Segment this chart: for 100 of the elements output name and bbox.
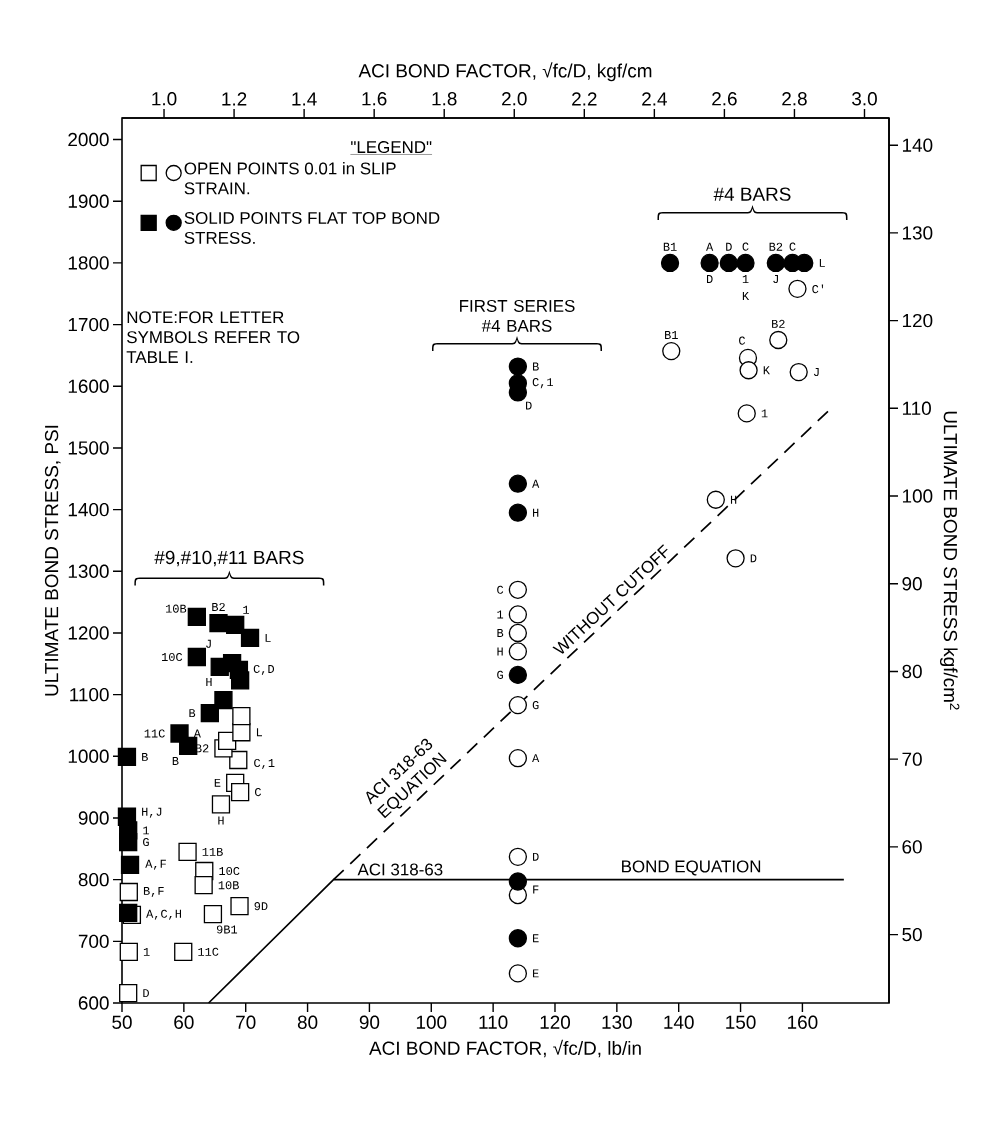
annotation: A — [706, 242, 714, 251]
x-tick-label: 50 — [112, 1015, 132, 1029]
point — [174, 942, 193, 961]
point — [508, 929, 528, 948]
annotation: NOTE:FOR LETTER SYMBOLS REFER TO TABLE I. — [126, 311, 300, 363]
annotation: 10B — [218, 881, 239, 890]
x2-tick-label: 1.0 — [152, 92, 177, 106]
point — [508, 623, 528, 643]
y-tick-label: 1400 — [68, 502, 109, 517]
annotation: J — [773, 275, 778, 284]
annotation: G — [497, 670, 503, 679]
y2-tick-label: 130 — [902, 226, 933, 240]
annotation: G — [532, 701, 539, 710]
x2-tick-label: 1.6 — [362, 92, 387, 106]
annotation: 11B — [202, 847, 223, 856]
annotation: E — [533, 969, 539, 978]
y2-tick-label: 140 — [902, 138, 933, 152]
y2-tick-label: 110 — [902, 401, 931, 416]
x2-tick-label: 1.4 — [292, 92, 317, 106]
point — [706, 490, 725, 509]
annotation: 1 — [143, 826, 149, 835]
annotation: L — [265, 633, 271, 642]
annotation: H — [533, 508, 539, 517]
point — [508, 665, 528, 685]
point — [230, 897, 249, 916]
annotation: D — [533, 852, 539, 861]
x2-tick-label: 2.8 — [782, 92, 807, 106]
annotation: C' — [812, 284, 824, 294]
annotation: 11C — [144, 729, 165, 738]
point — [203, 905, 223, 924]
point — [187, 607, 206, 627]
annotation: H — [218, 816, 224, 825]
annotation: K — [763, 366, 770, 375]
annotation: B2 — [772, 319, 785, 328]
point — [736, 253, 755, 273]
x-axis-title: ACI BOND FACTOR, √fc/D, lb/in — [369, 1039, 641, 1058]
y-tick-label: 600 — [78, 996, 109, 1010]
y2-tick-label: 120 — [902, 313, 933, 328]
annotation: D — [706, 275, 713, 283]
annotation: C,1 — [532, 378, 554, 389]
annotation: B — [189, 709, 196, 718]
y-tick-label: 800 — [78, 872, 109, 887]
point — [788, 279, 807, 298]
y-tick-label: 1600 — [68, 379, 109, 393]
point — [508, 964, 528, 983]
point — [508, 642, 528, 661]
y-tick-label: 1900 — [68, 194, 109, 208]
y-tick-label: 1700 — [68, 317, 109, 332]
point — [179, 736, 198, 755]
point — [508, 847, 528, 866]
annotation: A,F — [145, 859, 166, 870]
annotation: 10C — [219, 866, 240, 876]
y-tick-label: 900 — [78, 811, 109, 825]
x-tick-label: 60 — [174, 1015, 194, 1029]
y-axis-title: ULTIMATE BOND STRESS, PSI — [44, 425, 61, 696]
point — [789, 362, 808, 382]
annotation: H — [206, 678, 212, 686]
y2-tick-label: 60 — [902, 840, 922, 854]
y-tick-label: 700 — [78, 934, 109, 949]
annotation: C — [789, 242, 796, 251]
annotation: C — [255, 788, 262, 797]
point — [178, 842, 197, 862]
point — [508, 872, 528, 891]
annotation: E — [533, 934, 539, 943]
point — [795, 253, 814, 273]
point — [719, 253, 738, 273]
x2-tick-label: 1.8 — [432, 92, 457, 106]
x-tick-label: 70 — [236, 1015, 256, 1029]
annotation: B1 — [665, 331, 678, 339]
annotation: C,D — [253, 664, 275, 676]
point — [119, 983, 138, 1003]
annotation: 9D — [254, 902, 268, 911]
point — [508, 503, 528, 522]
y2-tick-label: 50 — [902, 927, 922, 942]
point — [232, 723, 251, 742]
point — [119, 942, 138, 961]
annotation: C — [497, 585, 504, 594]
x-tick-label: 150 — [726, 1015, 756, 1029]
point — [508, 749, 528, 768]
annotation: #9,#10,#11 BARS — [154, 550, 304, 567]
legend-title: "LEGEND" — [351, 141, 432, 154]
annotation: G — [143, 837, 149, 847]
annotation: L — [256, 728, 262, 737]
annotation: F — [533, 885, 539, 894]
x2-tick-label: 2.4 — [642, 92, 667, 106]
annotation: B — [172, 757, 179, 765]
annotation: B — [497, 629, 504, 637]
point — [660, 253, 680, 273]
annotation: 1 — [742, 275, 749, 283]
point — [211, 795, 231, 814]
x2-tick-label: 2.0 — [502, 92, 527, 106]
x-tick-label: 120 — [540, 1015, 571, 1029]
annotation: #4 BARS — [713, 187, 791, 201]
annotation: C — [739, 336, 746, 345]
annotation: B2 — [212, 602, 225, 611]
legend-label: SOLID POINTS FLAT TOP BOND STRESS. — [184, 211, 440, 244]
annotation: 11C — [198, 947, 219, 956]
annotation: A,C,H — [146, 909, 182, 920]
annotation: C — [742, 242, 749, 251]
y-tick-label: 1200 — [68, 626, 109, 640]
